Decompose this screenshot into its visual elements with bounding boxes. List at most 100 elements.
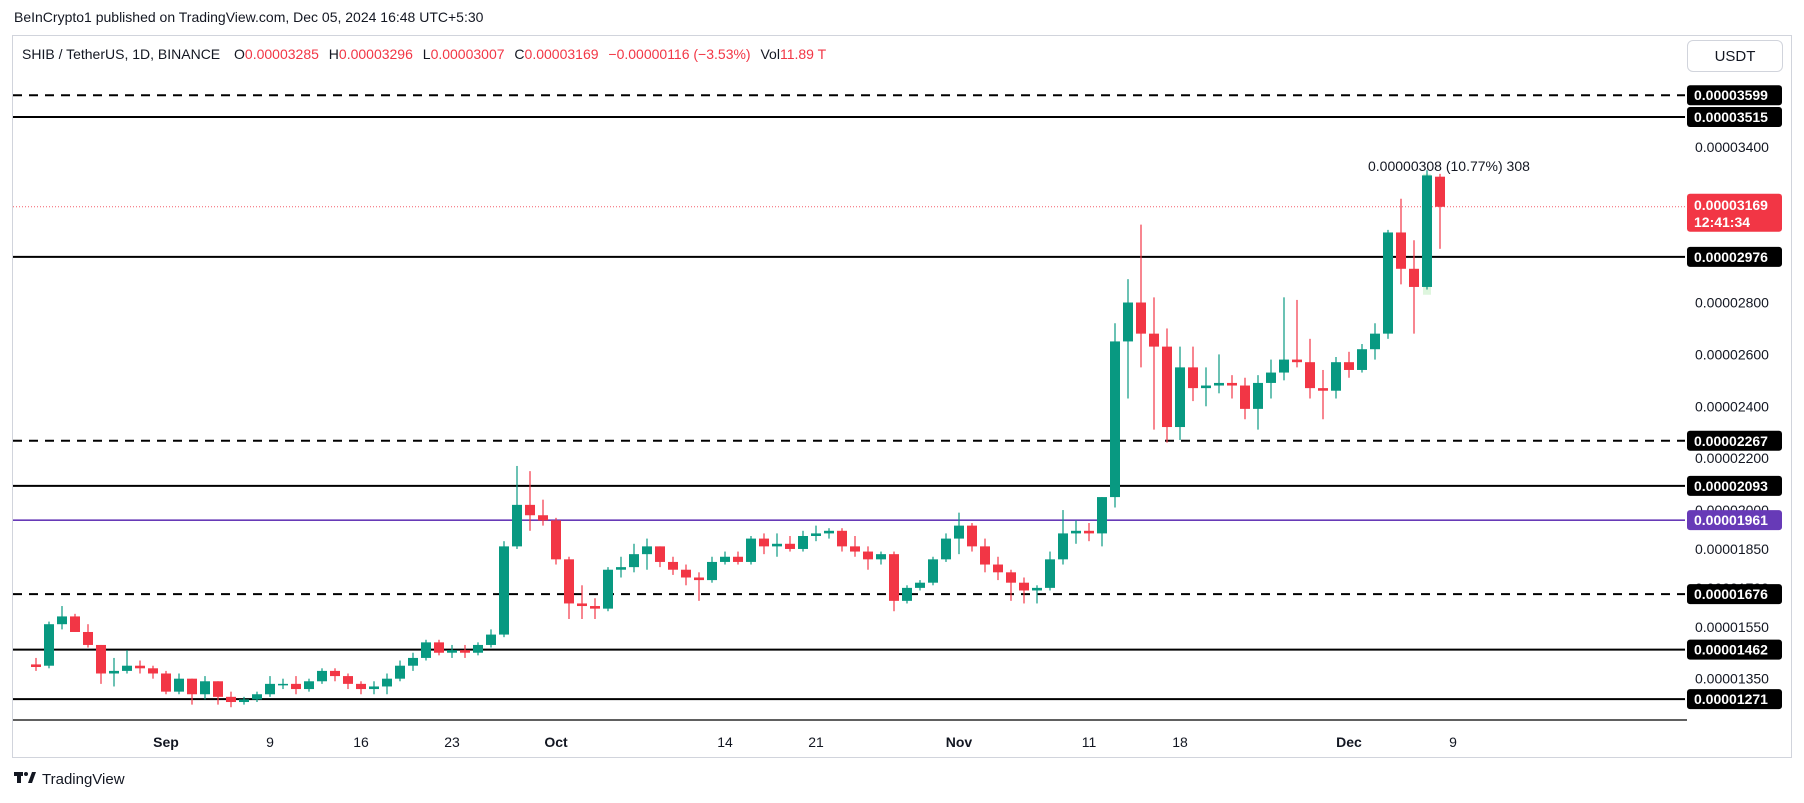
candle-body[interactable]	[629, 554, 639, 568]
candle-body[interactable]	[1162, 346, 1172, 428]
candle-body[interactable]	[434, 642, 444, 653]
candle-body[interactable]	[174, 678, 184, 692]
candle-body[interactable]	[655, 546, 665, 562]
candle-body[interactable]	[863, 551, 873, 560]
candle-body[interactable]	[1344, 362, 1354, 370]
candle-body[interactable]	[200, 681, 210, 695]
candle-body[interactable]	[850, 546, 860, 552]
candle-body[interactable]	[1331, 362, 1341, 391]
candle-body[interactable]	[408, 657, 418, 666]
candle-body[interactable]	[1123, 302, 1133, 342]
candle-body[interactable]	[525, 504, 535, 516]
candle-body[interactable]	[135, 665, 145, 669]
candle-body[interactable]	[928, 559, 938, 583]
candle-body[interactable]	[1279, 359, 1289, 373]
candle-body[interactable]	[356, 683, 366, 690]
candle-body[interactable]	[473, 644, 483, 653]
candle-body[interactable]	[746, 538, 756, 562]
candle-body[interactable]	[1357, 349, 1367, 370]
candle-body[interactable]	[512, 504, 522, 547]
candle-body[interactable]	[876, 554, 886, 560]
candle-body[interactable]	[122, 665, 132, 671]
candle-body[interactable]	[603, 569, 613, 609]
candle-body[interactable]	[785, 543, 795, 549]
candle-body[interactable]	[1188, 367, 1198, 389]
candle-body[interactable]	[1240, 385, 1250, 409]
candle-body[interactable]	[382, 678, 392, 687]
candle-body[interactable]	[889, 554, 899, 601]
candle-body[interactable]	[395, 665, 405, 679]
candle-body[interactable]	[499, 546, 509, 635]
candle-body[interactable]	[96, 644, 106, 674]
candle-body[interactable]	[486, 634, 496, 645]
candle-body[interactable]	[707, 561, 717, 581]
candle-body[interactable]	[967, 525, 977, 547]
candle-body[interactable]	[1032, 587, 1042, 591]
candle-body[interactable]	[1201, 385, 1211, 389]
candle-body[interactable]	[1305, 362, 1315, 389]
candle-body[interactable]	[343, 676, 353, 684]
candle-body[interactable]	[278, 683, 288, 686]
candle-body[interactable]	[1045, 559, 1055, 588]
candle-body[interactable]	[239, 699, 249, 703]
candle-body[interactable]	[577, 603, 587, 607]
candle-body[interactable]	[1370, 333, 1380, 350]
candle-body[interactable]	[980, 546, 990, 565]
candle-body[interactable]	[1396, 232, 1406, 269]
candle-body[interactable]	[447, 650, 457, 653]
candle-body[interactable]	[1266, 372, 1276, 383]
candle-body[interactable]	[460, 650, 470, 653]
candle-body[interactable]	[759, 538, 769, 547]
candle-body[interactable]	[538, 515, 548, 521]
candle-body[interactable]	[44, 624, 54, 666]
candle-body[interactable]	[1175, 367, 1185, 428]
candle-body[interactable]	[954, 525, 964, 539]
candle-body[interactable]	[109, 670, 119, 674]
candle-body[interactable]	[1318, 388, 1328, 391]
candle-body[interactable]	[161, 673, 171, 692]
candle-body[interactable]	[369, 686, 379, 690]
candle-body[interactable]	[720, 556, 730, 562]
candle-body[interactable]	[83, 631, 93, 645]
candle-body[interactable]	[70, 616, 80, 632]
candle-body[interactable]	[824, 530, 834, 534]
candle-body[interactable]	[811, 533, 821, 536]
currency-button[interactable]: USDT	[1687, 40, 1783, 72]
candle-body[interactable]	[148, 668, 158, 674]
candle-body[interactable]	[551, 520, 561, 560]
candle-body[interactable]	[1110, 341, 1120, 498]
candle-body[interactable]	[57, 616, 67, 625]
candle-body[interactable]	[837, 530, 847, 547]
candle-body[interactable]	[317, 670, 327, 682]
candle-body[interactable]	[1383, 232, 1393, 334]
candle-body[interactable]	[1253, 382, 1263, 409]
candle-body[interactable]	[213, 681, 223, 697]
candle-body[interactable]	[265, 683, 275, 695]
candle-body[interactable]	[694, 577, 704, 581]
candle-body[interactable]	[291, 683, 301, 690]
candle-body[interactable]	[772, 543, 782, 547]
symbol-label[interactable]: SHIB / TetherUS, 1D, BINANCE	[22, 46, 221, 62]
candle-body[interactable]	[1136, 302, 1146, 334]
candle-body[interactable]	[1058, 533, 1068, 560]
candle-body[interactable]	[1149, 333, 1159, 347]
candle-body[interactable]	[798, 535, 808, 549]
candle-body[interactable]	[304, 681, 314, 690]
candle-body[interactable]	[1409, 268, 1419, 287]
candle-body[interactable]	[226, 696, 236, 703]
candle-body[interactable]	[1435, 176, 1445, 207]
candle-body[interactable]	[1071, 530, 1081, 534]
candle-body[interactable]	[330, 670, 340, 677]
candle-body[interactable]	[733, 556, 743, 562]
candle-body[interactable]	[187, 678, 197, 695]
candle-body[interactable]	[1006, 572, 1016, 583]
candle-body[interactable]	[1422, 175, 1432, 287]
candle-body[interactable]	[993, 564, 1003, 573]
candle-body[interactable]	[1097, 497, 1107, 534]
candle-body[interactable]	[915, 582, 925, 588]
candle-body[interactable]	[1084, 530, 1094, 534]
candle-body[interactable]	[421, 642, 431, 658]
candle-body[interactable]	[1019, 582, 1029, 591]
candle-body[interactable]	[564, 559, 574, 604]
